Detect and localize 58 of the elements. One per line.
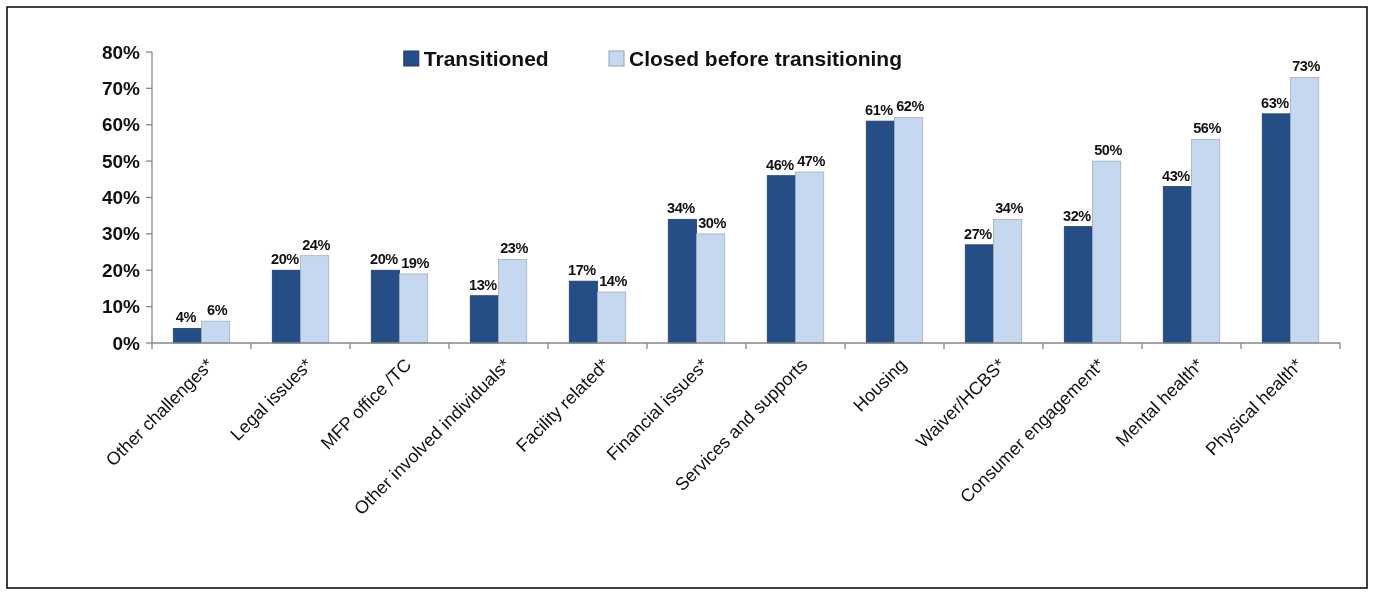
- bar: [1290, 77, 1320, 344]
- y-tick-label: 50%: [101, 150, 141, 172]
- data-label: 19%: [401, 254, 430, 271]
- data-label: 13%: [468, 276, 498, 293]
- bar: [300, 255, 330, 344]
- data-label: 4%: [175, 309, 197, 326]
- bar: [271, 269, 301, 344]
- bar: [1063, 226, 1093, 344]
- data-label: 50%: [1094, 142, 1123, 159]
- y-tick-label: 80%: [101, 41, 141, 63]
- bar: [766, 175, 796, 344]
- bar: [1092, 160, 1122, 344]
- data-label: 32%: [1062, 207, 1092, 224]
- data-label: 46%: [765, 156, 795, 173]
- data-label: 47%: [797, 153, 826, 170]
- bar: [1162, 186, 1192, 344]
- data-label: 20%: [270, 251, 300, 268]
- bar: [696, 233, 726, 344]
- legend-label: Closed before transitioning: [629, 46, 903, 70]
- bar: [964, 244, 994, 344]
- y-tick-label: 70%: [101, 77, 141, 99]
- bar: [370, 269, 400, 344]
- data-label: 27%: [963, 225, 993, 242]
- data-label: 56%: [1193, 120, 1222, 137]
- legend-label: Transitioned: [423, 46, 549, 70]
- bar: [469, 295, 499, 344]
- y-tick-label: 40%: [101, 187, 141, 208]
- data-label: 62%: [896, 98, 925, 115]
- bar: [1191, 138, 1221, 344]
- data-label: 23%: [500, 240, 529, 257]
- data-label: 34%: [666, 200, 696, 217]
- bar: [201, 320, 231, 344]
- bar: [568, 280, 598, 344]
- data-label: 17%: [567, 262, 597, 279]
- data-label: 34%: [995, 200, 1024, 217]
- y-tick-label: 60%: [101, 114, 141, 136]
- bar: [498, 258, 528, 344]
- data-label: 24%: [302, 236, 331, 253]
- data-label: 61%: [864, 102, 894, 119]
- y-tick-label: 20%: [101, 259, 141, 281]
- bar: [1261, 113, 1291, 344]
- data-label: 73%: [1292, 58, 1321, 75]
- bar: [597, 291, 627, 344]
- data-label: 14%: [599, 273, 628, 290]
- bar: [399, 273, 429, 344]
- y-tick-label: 0%: [112, 332, 141, 354]
- bar: [894, 117, 924, 344]
- data-label: 43%: [1161, 167, 1191, 184]
- y-tick-label: 30%: [101, 223, 141, 245]
- data-label: 63%: [1260, 94, 1290, 111]
- bar: [667, 218, 697, 344]
- bar: [993, 218, 1023, 344]
- bar: [795, 171, 825, 344]
- y-tick-label: 10%: [101, 296, 141, 318]
- data-label: 20%: [369, 251, 399, 268]
- data-label: 6%: [207, 302, 228, 319]
- data-label: 30%: [698, 214, 727, 231]
- bar: [865, 120, 895, 344]
